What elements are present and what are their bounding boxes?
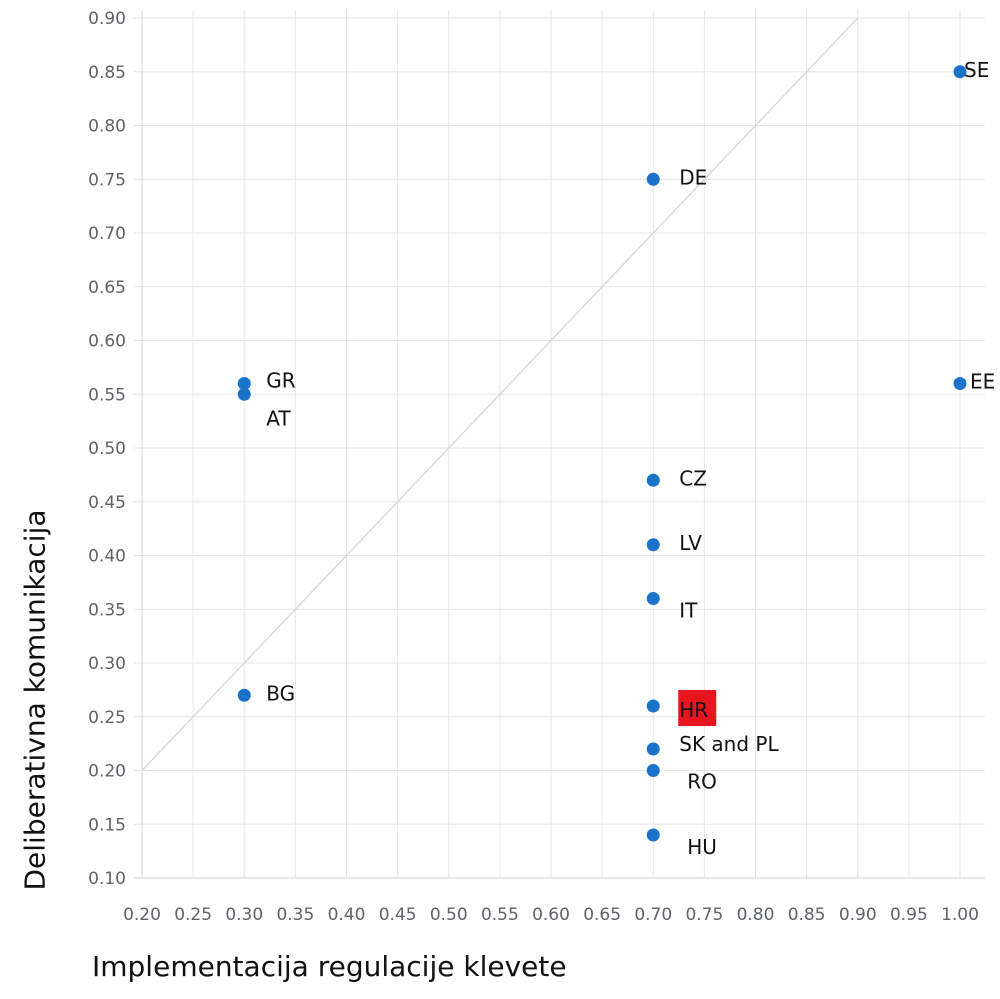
y-tick-label: 0.20 [88,762,126,782]
point-label-cz: CZ [679,466,707,490]
point-label-it: IT [679,599,698,623]
data-point-hr[interactable] [646,699,660,713]
point-label-ee: EE [970,370,995,394]
y-tick-label: 0.75 [88,170,126,190]
y-tick-label: 0.60 [88,332,126,352]
y-axis-title: Deliberativna komunikacija [18,509,52,891]
point-label-hr: HR [679,698,708,722]
point-label-sk-and-pl: SK and PL [679,732,779,756]
y-axis-title-wrap: Deliberativna komunikacija [0,0,70,994]
point-label-se: SE [964,58,989,82]
y-tick-label: 0.50 [88,439,126,459]
x-tick-label: 0.60 [532,905,570,925]
data-point-ee[interactable] [953,377,967,390]
data-point-at[interactable] [237,387,251,401]
y-tick-label: 0.15 [88,815,126,835]
data-point-hu[interactable] [646,828,660,842]
x-tick-label: 0.85 [788,905,826,925]
point-label-lv: LV [679,531,702,555]
data-point-de[interactable] [646,172,660,186]
x-tick-label: 0.65 [583,905,621,925]
point-label-ro: RO [687,770,717,794]
point-label-gr: GR [266,369,295,393]
data-point-bg[interactable] [237,688,251,702]
point-label-de: DE [679,165,707,189]
y-tick-label: 0.25 [88,708,126,728]
x-tick-label: 0.90 [839,905,877,925]
point-label-bg: BG [266,681,295,705]
data-point-ro[interactable] [646,764,660,777]
data-point-sk-and-pl[interactable] [646,742,660,756]
x-axis-title: Implementacija regulacije klevete [92,950,567,983]
x-tick-label: 0.50 [430,905,468,925]
data-point-gr[interactable] [237,377,251,390]
y-tick-label: 0.90 [88,9,126,29]
x-tick-label: 0.20 [123,905,161,925]
x-tick-label: 0.25 [174,905,212,925]
x-tick-label: 0.45 [379,905,417,925]
reference-diagonal-line [141,17,859,772]
y-tick-label: 0.80 [88,117,126,137]
x-tick-label: 0.30 [225,905,263,925]
x-tick-label: 0.70 [634,905,672,925]
x-tick-label: 0.95 [890,905,928,925]
x-tick-label: 0.80 [737,905,775,925]
data-point-lv[interactable] [646,538,660,552]
data-point-it[interactable] [646,592,660,605]
y-tick-label: 0.35 [88,600,126,620]
point-label-at: AT [266,406,291,430]
y-tick-label: 0.70 [88,224,126,244]
x-tick-label: 1.00 [941,905,979,925]
y-tick-label: 0.65 [88,278,126,298]
x-tick-label: 0.75 [685,905,723,925]
y-tick-label: 0.85 [88,63,126,83]
highlight-box-hr [678,690,717,726]
data-point-cz[interactable] [646,473,660,487]
x-tick-label: 0.40 [328,905,366,925]
y-tick-label: 0.45 [88,493,126,513]
x-tick-label: 0.55 [481,905,519,925]
y-tick-label: 0.55 [88,385,126,405]
y-tick-label: 0.40 [88,547,126,567]
point-label-hu: HU [687,835,717,859]
y-tick-label: 0.10 [88,869,126,889]
data-point-se[interactable] [953,65,967,79]
y-tick-label: 0.30 [88,654,126,674]
x-tick-label: 0.35 [276,905,314,925]
